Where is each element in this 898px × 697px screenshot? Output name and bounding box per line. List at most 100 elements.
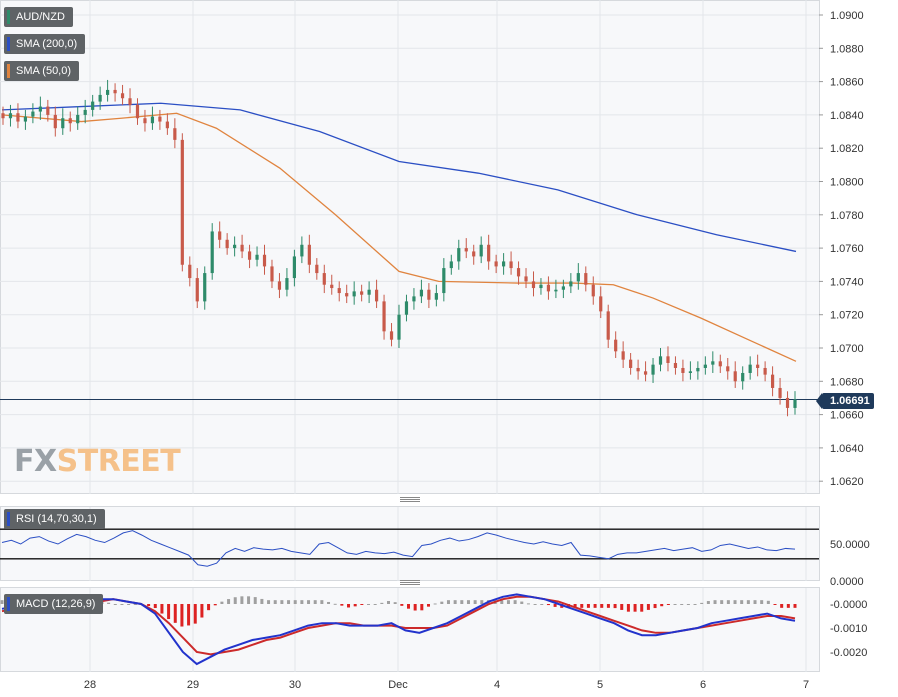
candle-body [292, 256, 296, 279]
macd-histogram-bar [327, 601, 331, 604]
macd-histogram-bar [120, 604, 124, 605]
pair-label[interactable]: AUD/NZD [4, 7, 73, 27]
macd-histogram-bar [160, 604, 164, 614]
candle [91, 94, 95, 117]
candle-body [569, 281, 573, 287]
candle-body [247, 251, 252, 260]
candle-body [345, 293, 349, 297]
candle-body [128, 98, 132, 105]
macd-histogram-bar [766, 600, 770, 604]
macd-histogram-bar [466, 600, 470, 604]
candle [218, 221, 222, 249]
candle-body [188, 264, 192, 279]
macd-histogram-bar [726, 600, 730, 604]
candle [188, 256, 192, 287]
candle [703, 356, 707, 375]
candle-body [726, 366, 730, 372]
candle [778, 377, 782, 405]
candle [763, 361, 767, 382]
candle-body [621, 351, 625, 360]
macd-histogram-bar [546, 604, 550, 606]
macd-histogram-bar [473, 600, 477, 604]
fxstreet-logo: FXSTREET [14, 444, 181, 479]
price-tick-label: 1.0760 [830, 243, 864, 255]
candle [569, 273, 573, 294]
candle [726, 357, 730, 380]
macd-histogram-bar [453, 600, 457, 604]
candle-body [203, 273, 207, 302]
candle [210, 223, 214, 280]
candle-body [225, 239, 229, 249]
candle-body [606, 311, 610, 340]
candle-body [711, 361, 715, 365]
candle-body [389, 331, 394, 340]
candle [404, 294, 409, 322]
candle-body [285, 278, 289, 290]
candle [83, 99, 87, 124]
candle-body [76, 114, 80, 124]
candle [770, 366, 775, 397]
macd-histogram-bar [333, 603, 337, 605]
macd-histogram-bar [247, 596, 251, 604]
candle [584, 266, 588, 292]
candle [345, 284, 349, 304]
candle [733, 361, 737, 388]
macd-histogram-bar [180, 604, 184, 627]
candle-body [397, 314, 401, 340]
sma50-label[interactable]: SMA (50,0) [4, 61, 80, 81]
candle [300, 236, 304, 264]
candle-body [778, 387, 782, 398]
candle [307, 234, 311, 274]
candle [442, 258, 446, 302]
candle-body [315, 264, 319, 274]
candle-body [427, 289, 431, 300]
macd-resize-handle[interactable] [400, 580, 420, 585]
price-tick-label: 1.0680 [830, 376, 864, 388]
macd-histogram-bar [746, 600, 750, 604]
candle-body [262, 254, 267, 267]
macd-histogram-bar [273, 600, 277, 604]
candle [449, 254, 453, 275]
macd-label[interactable]: MACD (12,26,9) [4, 594, 104, 614]
candle [741, 366, 745, 390]
macd-histogram-bar [260, 598, 264, 604]
candle [367, 281, 371, 304]
candle [76, 106, 80, 130]
date-tick-label: 29 [187, 679, 199, 691]
rsi-label[interactable]: RSI (14,70,30,1) [4, 509, 105, 529]
macd-histogram-bar [533, 604, 537, 605]
candle-body [1, 113, 5, 119]
macd-histogram-bar [313, 600, 317, 604]
macd-histogram-bar [646, 604, 650, 610]
candle [673, 356, 678, 375]
rsi-resize-handle[interactable] [400, 497, 420, 502]
macd-histogram-bar [127, 604, 131, 605]
date-tick-label: 30 [289, 679, 301, 691]
candle [195, 268, 199, 309]
candle-body [330, 284, 334, 289]
candle [509, 251, 513, 275]
candle [397, 304, 401, 348]
candle [255, 246, 259, 267]
macd-histogram-bar [393, 602, 397, 604]
candle-body [367, 289, 371, 295]
candle [315, 258, 319, 280]
macd-histogram-bar [113, 604, 117, 605]
candle [516, 261, 521, 285]
candle [554, 279, 558, 299]
macd-histogram-bar [673, 604, 677, 605]
candle [494, 254, 498, 274]
candle [636, 359, 640, 380]
candle [135, 98, 140, 125]
candle-body [322, 273, 326, 285]
sma200-label[interactable]: SMA (200,0) [4, 34, 86, 54]
candle-body [307, 244, 311, 265]
candle-body [539, 284, 543, 289]
candle [352, 281, 356, 305]
candle [591, 276, 595, 305]
macd-panel [0, 587, 820, 672]
macd-histogram-bar [213, 604, 217, 606]
candle [658, 348, 663, 372]
candle [106, 79, 110, 102]
candle [360, 284, 364, 302]
